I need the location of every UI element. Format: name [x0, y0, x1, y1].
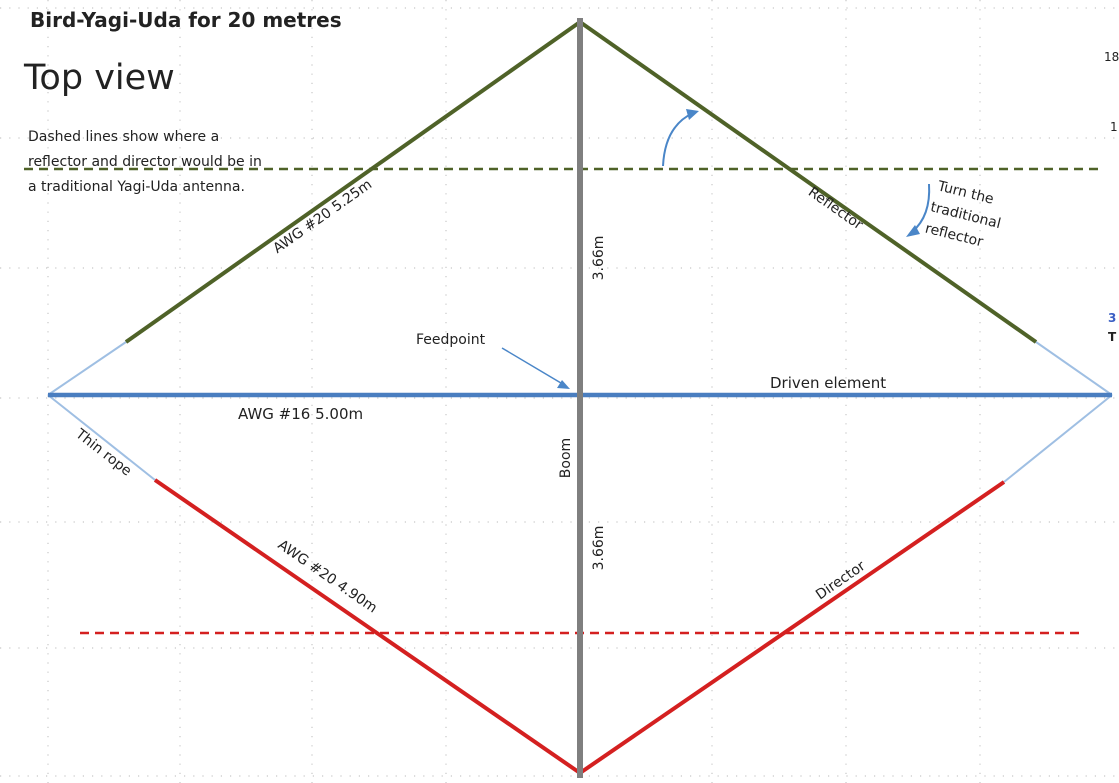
- rotate-arrow-upper: [662, 112, 694, 167]
- rope-upper-left: [47, 341, 127, 396]
- boom-lower-length-label: 3.66m: [591, 526, 607, 571]
- driven-wire-label: AWG #16 5.00m: [238, 405, 363, 423]
- diagram-title: Bird-Yagi-Uda for 20 metres: [30, 8, 342, 32]
- feedpoint-arrowhead: [557, 380, 570, 389]
- reflector-left-wire: [124, 20, 582, 344]
- edge-fragment-blue: 3: [1108, 311, 1116, 325]
- reflector-label: Reflector: [805, 184, 866, 233]
- view-subtitle: Top view: [23, 58, 175, 98]
- reflector-wire-label: AWG #20 5.25m: [270, 177, 375, 257]
- feedpoint-label: Feedpoint: [416, 332, 486, 348]
- rope-lower-left: [47, 394, 156, 481]
- rope-upper-right: [1035, 341, 1113, 396]
- rope-lower-right: [1003, 394, 1113, 483]
- boom-upper-length-label: 3.66m: [591, 236, 607, 281]
- director-wire-label: AWG #20 4.90m: [275, 537, 380, 616]
- rotate-note: Turn the traditional reflector: [923, 178, 1002, 250]
- driven-element-label: Driven element: [770, 374, 886, 392]
- rotate-arrowhead-right: [906, 225, 920, 237]
- edge-fragment-top: 18: [1104, 50, 1119, 64]
- note-line-2: reflector and director would be in: [28, 154, 262, 170]
- note-line-1: Dashed lines show where a: [28, 129, 219, 145]
- reflector-right-wire: [578, 20, 1038, 344]
- note-line-3: a traditional Yagi-Uda antenna.: [28, 179, 245, 195]
- boom-label: Boom: [558, 438, 574, 478]
- thin-rope-label: Thin rope: [72, 426, 135, 480]
- feedpoint-arrow: [501, 347, 567, 387]
- director-left-wire: [153, 478, 582, 775]
- director-right-wire: [578, 480, 1006, 775]
- rotate-arrowhead-upper: [686, 109, 699, 120]
- edge-fragment-upper: 1: [1110, 120, 1118, 134]
- edge-fragment-black: T: [1108, 330, 1117, 344]
